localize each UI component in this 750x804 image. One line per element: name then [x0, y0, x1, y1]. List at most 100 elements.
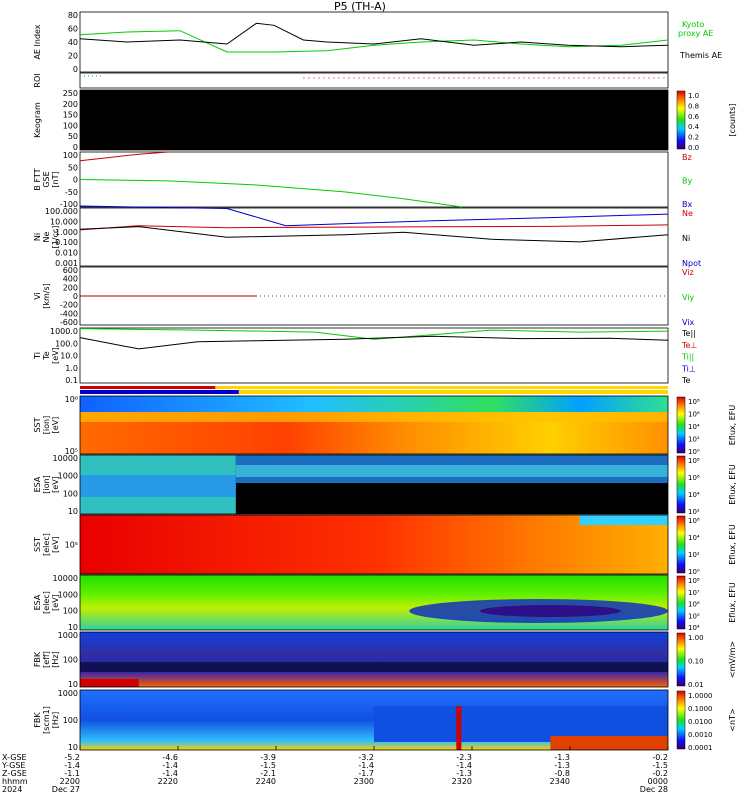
colorbar-tick-keogram: 1.0	[688, 92, 699, 100]
ytick-esa-ion: 10000	[53, 454, 78, 463]
ylabel-sst-ion: [ion]	[42, 416, 51, 434]
ylabel-fbk-e: [eff]	[42, 651, 51, 668]
ytick-sst-elec: 10⁵	[65, 541, 78, 550]
frame-keogram	[79, 89, 669, 151]
xtick-label: -0.2	[652, 769, 668, 778]
ytick-velocity: -400	[60, 309, 78, 318]
xtick-label: -1.4	[456, 761, 472, 770]
ylabel-keogram: Keogram	[33, 102, 42, 138]
xtick-label: -1.3	[456, 769, 472, 778]
xtick-label: -1.4	[64, 761, 80, 770]
xtick-label: -1.4	[358, 761, 374, 770]
ytick-temperature: 100.0	[55, 339, 78, 348]
colorbar-tick-keogram: 0.2	[688, 134, 699, 142]
colorbar-label-fbk-b: <nT>	[728, 708, 737, 731]
xtick-label: 0000	[648, 777, 668, 786]
page-title: P5 (TH-A)	[334, 0, 386, 13]
legend-velocity: Viy	[682, 293, 695, 302]
mode-bar2-yellow	[80, 390, 668, 394]
xtick-label: -1.3	[554, 761, 570, 770]
series-temperature-2	[79, 328, 669, 340]
ylabel-esa-elec: [eV]	[51, 594, 60, 611]
colorbar-tick-sst-elec: 10²	[688, 551, 700, 559]
ylabel-sst-elec: [elec]	[42, 533, 51, 556]
ytick-ae: 60	[68, 25, 78, 34]
ylabel-density: [1/cc]	[51, 226, 60, 249]
fbk-e-fill	[80, 632, 668, 687]
colorbar-tick-esa-elec: 10⁸	[688, 577, 700, 585]
colorbar-tick-esa-ion: 10⁴	[688, 491, 700, 499]
xtick-label: -1.4	[162, 761, 178, 770]
colorbar-tick-sst-elec: 10⁶	[688, 517, 700, 525]
colorbar-tick-esa-elec: 10⁷	[688, 589, 700, 597]
xtick-label: 2200	[60, 777, 80, 786]
colorbar-tick-keogram: 0.6	[688, 113, 700, 121]
ytick-keogram: 50	[68, 132, 78, 141]
colorbar-sst-ion	[676, 396, 686, 454]
ytick-fbk-b: 1000	[58, 689, 78, 698]
ytick-density: 1.000	[55, 228, 78, 237]
colorbar-tick-sst-ion: 10⁶	[688, 411, 700, 419]
ylabel-fbk-b: FBK	[33, 712, 42, 728]
frame-sst-ion	[79, 395, 669, 455]
fbk-e-dark	[80, 662, 668, 672]
colorbar-tick-keogram: 0.8	[688, 102, 699, 110]
ylabel-fbk-e: FBK	[33, 651, 42, 667]
ytick-esa-ion: 100	[63, 489, 78, 498]
series-density-0	[79, 224, 669, 231]
legend-velocity: Vix	[682, 318, 695, 327]
ytick-esa-ion: 1000	[58, 472, 78, 481]
frame-esa-elec	[79, 574, 669, 631]
series-bfield-0	[79, 151, 169, 162]
ylabel-bfield: GSE	[42, 171, 51, 187]
colorbar-label-fbk-e: <mV/m>	[728, 641, 737, 678]
xtick-label: 2340	[550, 777, 570, 786]
ylabel-fbk-e: [Hz]	[51, 651, 60, 667]
ytick-keogram: 100	[63, 121, 78, 130]
xaxis-row-label: X-GSE	[2, 753, 27, 762]
legend-temperature: Te	[681, 376, 691, 385]
colorbar-keogram	[676, 90, 686, 150]
xtick-label: -3.2	[358, 753, 374, 762]
ytick-ae: 20	[68, 52, 78, 61]
colorbar-tick-esa-ion: 10⁶	[688, 474, 700, 482]
ytick-bfield: -100	[60, 200, 78, 209]
ytick-sst-ion: 10⁵	[65, 447, 78, 456]
xaxis-row-label: 2024	[2, 785, 22, 794]
colorbar-tick-sst-elec: 10⁰	[688, 568, 700, 576]
ytick-density: 0.010	[55, 249, 78, 258]
legend-bfield: Bz	[682, 153, 692, 162]
ylabel-density: Ni	[33, 233, 42, 241]
ytick-ae: 80	[68, 11, 78, 20]
xtick-label: 2220	[158, 777, 178, 786]
series-density-2	[79, 205, 669, 227]
ytick-density: 0.100	[55, 238, 78, 247]
ytick-fbk-b: 100	[63, 716, 78, 725]
ytick-temperature: 0.1	[65, 376, 78, 385]
ytick-esa-elec: 100	[63, 607, 78, 616]
series-ae-0	[79, 30, 669, 53]
ylabel-roi: ROI	[33, 73, 42, 87]
colorbar-label-esa-ion: Eflux, EFU	[728, 464, 737, 505]
ylabel-velocity: [km/s]	[42, 283, 51, 309]
ylabel-fbk-b: [Hz]	[51, 712, 60, 728]
colorbar-tick-esa-ion: 10²	[688, 508, 700, 516]
colorbar-fbk-e	[676, 632, 686, 687]
colorbar-tick-keogram: 0.0	[688, 144, 699, 152]
ytick-fbk-e: 1000	[58, 631, 78, 640]
ytick-ae: 0	[73, 65, 78, 74]
xtick-label: -1.5	[652, 761, 668, 770]
sst-ion-top-fill	[80, 396, 668, 412]
xtick-label: -3.9	[260, 753, 276, 762]
legend-ae: Kyoto	[682, 20, 704, 29]
xtick-label: 2300	[354, 777, 374, 786]
ytick-temperature: 1.0	[65, 364, 78, 373]
ylabel-ae: AE Index	[33, 24, 42, 59]
ytick-esa-elec: 10	[68, 623, 78, 632]
xtick-label: -1.7	[358, 769, 374, 778]
ylabel-temperature: [eV]	[51, 347, 60, 364]
xtick-label: -1.1	[64, 769, 80, 778]
xtick-label: Dec 28	[640, 785, 668, 794]
